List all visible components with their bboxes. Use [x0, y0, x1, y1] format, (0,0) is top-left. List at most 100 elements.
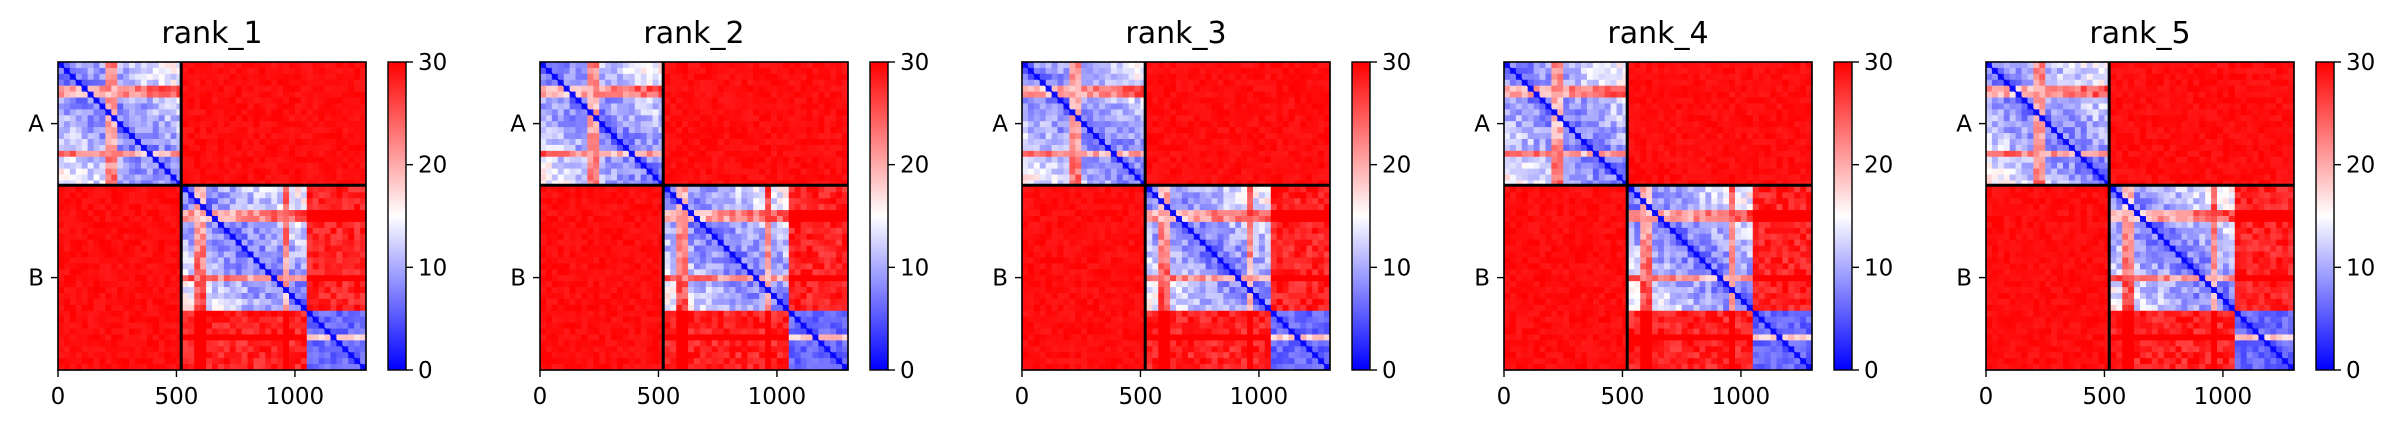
heatmap-cell [605, 257, 612, 264]
heatmap-cell [235, 121, 243, 128]
heatmap-cell [569, 144, 577, 152]
heatmap-cell [622, 162, 630, 170]
heatmap-cell [241, 227, 249, 235]
heatmap-cell [646, 73, 654, 81]
heatmap-cell [294, 293, 302, 300]
heatmap-cell [217, 174, 225, 182]
heatmap-cell [271, 192, 278, 199]
heatmap-cell [599, 316, 606, 324]
heatmap-cell [123, 227, 130, 235]
heatmap-cell [360, 109, 367, 116]
heatmap-cell [735, 293, 742, 300]
heatmap-cell [688, 139, 695, 146]
heatmap-cell [794, 227, 802, 235]
heatmap-cell [836, 85, 843, 93]
heatmap-cell [212, 334, 219, 341]
heatmap-cell [800, 186, 808, 193]
heatmap-cell [200, 257, 207, 264]
heatmap-cell [235, 281, 243, 288]
heatmap-cell [830, 174, 837, 182]
heatmap-cell [617, 310, 624, 318]
heatmap-cell [223, 216, 231, 223]
heatmap-cell [575, 150, 583, 158]
heatmap-cell [676, 127, 683, 134]
heatmap-cell [664, 168, 671, 176]
heatmap-cell [253, 358, 260, 365]
heatmap-cell [164, 192, 172, 199]
heatmap-cell [646, 103, 654, 110]
heatmap-cell [753, 73, 760, 81]
heatmap-cell [140, 216, 148, 223]
heatmap-cell [676, 316, 683, 324]
heatmap-cell [223, 293, 231, 300]
heatmap-cell [824, 204, 831, 211]
heatmap-cell [247, 162, 255, 170]
heatmap-cell [551, 263, 559, 270]
heatmap-cell [348, 103, 355, 110]
heatmap-cell [152, 269, 160, 276]
heatmap-cell [170, 316, 178, 324]
heatmap-cell [540, 257, 547, 264]
heatmap-cell [729, 139, 737, 146]
heatmap-cell [540, 192, 547, 199]
heatmap-cell [306, 304, 314, 312]
heatmap-cell [664, 192, 671, 199]
heatmap-cell [99, 310, 106, 318]
heatmap-cell [194, 263, 201, 270]
heatmap-cell [164, 210, 172, 217]
heatmap-cell [617, 150, 624, 158]
heatmap-cell [200, 322, 207, 330]
heatmap-cell [694, 121, 701, 128]
heatmap-cell [557, 210, 565, 217]
heatmap-cell [569, 133, 577, 140]
heatmap-cell [830, 103, 837, 110]
heatmap-cell [259, 334, 266, 341]
heatmap-cell [717, 192, 725, 199]
heatmap-cell [782, 139, 790, 146]
heatmap-cell [111, 233, 118, 241]
heatmap-cell [146, 364, 154, 371]
heatmap-cell [753, 257, 760, 264]
heatmap-cell [99, 162, 106, 170]
heatmap-cell [283, 139, 290, 146]
heatmap-cell [699, 257, 707, 264]
heatmap-cell [741, 109, 748, 116]
heatmap-cell [688, 204, 695, 211]
heatmap-cell [241, 304, 249, 312]
heatmap-cell [253, 233, 260, 241]
heatmap-cell [117, 103, 124, 110]
heatmap-cell [824, 127, 831, 134]
heatmap-cell [152, 298, 160, 306]
heatmap-cell [682, 227, 689, 235]
heatmap-cell [551, 210, 559, 217]
heatmap-cell [617, 62, 624, 69]
heatmap-cell [206, 239, 213, 247]
heatmap-cell [330, 346, 337, 353]
heatmap-cell [569, 97, 577, 105]
heatmap-cell [58, 364, 65, 371]
heatmap-cell [735, 204, 742, 211]
heatmap-cell [694, 245, 701, 253]
heatmap-cell [836, 210, 843, 217]
heatmap-cell [312, 168, 320, 176]
heatmap-cell [717, 103, 725, 110]
heatmap-cell [235, 97, 243, 105]
heatmap-cell [354, 162, 361, 170]
heatmap-cell [741, 304, 748, 312]
heatmap-cell [247, 62, 255, 69]
heatmap-cell [140, 316, 148, 324]
heatmap-cell [735, 62, 742, 69]
heatmap-cell [782, 109, 790, 116]
heatmap-cell [75, 352, 83, 359]
heatmap-cell [806, 73, 814, 81]
heatmap-cell [188, 150, 195, 158]
heatmap-cell [812, 192, 819, 199]
heatmap-cell [217, 133, 225, 140]
heatmap-cell [265, 103, 272, 110]
heatmap-cell [283, 79, 290, 87]
heatmap-cell [105, 216, 112, 223]
heatmap-cell [800, 281, 808, 288]
heatmap-cell [587, 127, 594, 134]
heatmap-cell [324, 245, 332, 253]
heatmap-cell [664, 221, 671, 229]
